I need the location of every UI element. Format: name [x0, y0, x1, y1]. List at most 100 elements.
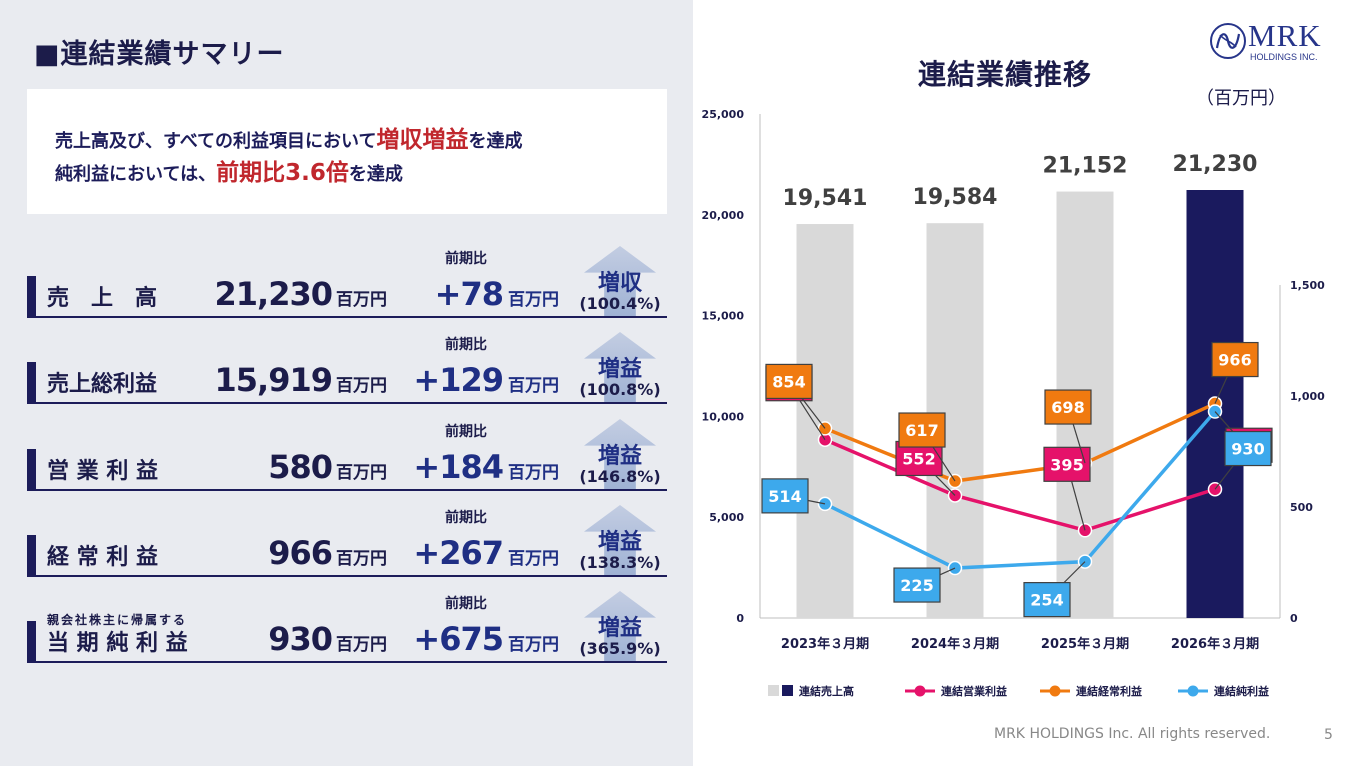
- category-label: 2025年３月期: [1041, 636, 1129, 652]
- highlight-text: を達成: [348, 164, 403, 185]
- data-label: 225: [900, 576, 933, 595]
- yoy-diff: +675: [413, 620, 504, 658]
- metric-label: 売 上 高: [47, 286, 158, 311]
- bar-value-label: 19,584: [913, 185, 998, 210]
- data-label: 514: [768, 487, 801, 506]
- badge-word: 増益: [597, 616, 642, 641]
- right-tick-label: 500: [1290, 501, 1313, 514]
- metric-unit: 百万円: [336, 549, 387, 569]
- left-tick-label: 20,000: [702, 209, 745, 222]
- yoy-diff-unit: 百万円: [508, 463, 559, 483]
- bar-value-label: 19,541: [783, 186, 868, 211]
- data-label: 552: [902, 449, 935, 468]
- data-label: 617: [905, 421, 938, 440]
- up-arrow-badge: 増益 (146.8%): [579, 419, 661, 489]
- yoy-diff-unit: 百万円: [508, 549, 559, 569]
- left-tick-label: 0: [736, 612, 744, 625]
- yoy-diff-unit: 百万円: [508, 376, 559, 396]
- yoy-label: 前期比: [445, 337, 487, 353]
- legend-label: 連結経常利益: [1076, 684, 1142, 698]
- yoy-label: 前期比: [445, 596, 487, 612]
- logo-subtext: HOLDINGS INC.: [1250, 52, 1318, 62]
- row-divider: [27, 661, 667, 663]
- category-label: 2023年３月期: [781, 636, 869, 652]
- legend-marker: [1187, 685, 1199, 697]
- badge-word: 増収: [597, 271, 642, 296]
- category-label: 2026年３月期: [1171, 636, 1259, 652]
- data-label: 698: [1051, 398, 1084, 417]
- footer-copyright: MRK HOLDINGS Inc. All rights reserved.: [994, 726, 1271, 742]
- legend-swatch-bar: [768, 685, 779, 696]
- legend-label: 連結営業利益: [941, 684, 1007, 698]
- line-series-1: [824, 438, 1216, 533]
- badge-percent: (100.8%): [579, 380, 661, 399]
- callout-box: [893, 567, 941, 603]
- legend-swatch-bar: [782, 685, 793, 696]
- metric-row-ordinary-profit: 経 常 利 益 966 百万円 前期比 +267 百万円 増益 (138.3%): [27, 492, 667, 578]
- up-arrow-badge: 増収 (100.4%): [579, 246, 661, 316]
- row-divider: [27, 316, 667, 318]
- badge-word: 増益: [597, 357, 642, 382]
- metric-label: 当 期 純 利 益: [47, 631, 188, 656]
- yoy-label: 前期比: [445, 424, 487, 440]
- metric-label: 営 業 利 益: [47, 459, 158, 484]
- logo-mark-icon: [1210, 23, 1246, 59]
- row-divider: [27, 402, 667, 404]
- metric-value: 15,919: [214, 361, 333, 399]
- left-tick-label: 10,000: [702, 410, 745, 423]
- bar-value-label: 21,230: [1173, 152, 1258, 177]
- data-label: 930: [1231, 440, 1264, 459]
- right-tick-label: 1,000: [1290, 390, 1325, 403]
- up-arrow-badge: 増益 (365.9%): [579, 591, 661, 661]
- row-marker: [27, 449, 36, 489]
- performance-chart: 0 5,000 10,000 15,000 20,000 25,000 0 500 1,000 1…: [702, 108, 1326, 698]
- left-tick-label: 5,000: [709, 511, 744, 524]
- line-series-3: [824, 410, 1217, 570]
- row-divider: [27, 575, 667, 577]
- yoy-diff: +184: [413, 448, 504, 486]
- yoy-diff: +129: [413, 361, 504, 399]
- callout-box: [1224, 430, 1272, 467]
- yoy-diff: +267: [413, 534, 504, 572]
- right-tick-label: 0: [1290, 612, 1298, 625]
- highlight-line-1: 売上高及び、すべての利益項目において増収増益を達成: [55, 120, 522, 154]
- highlight-emphasis: 増収増益: [376, 127, 469, 153]
- metric-row-operating-profit: 営 業 利 益 580 百万円 前期比 +184 百万円 増益 (146.8%): [27, 406, 667, 492]
- up-arrow-badge: 増益 (100.8%): [579, 332, 661, 402]
- line-series-2: [824, 401, 1216, 483]
- metric-unit: 百万円: [336, 635, 387, 655]
- callout-box: [761, 478, 809, 514]
- highlight-emphasis: 前期比3.6倍: [216, 160, 349, 186]
- metric-row-sales: 売 上 高 21,230 百万円 前期比 +78 百万円 増収 (100.4%): [27, 233, 667, 319]
- metric-value: 966: [268, 534, 333, 572]
- chart-title: 連結業績推移: [917, 58, 1092, 91]
- row-divider: [27, 489, 667, 491]
- callout-box: [1023, 582, 1071, 618]
- metric-value: 930: [268, 620, 333, 658]
- chart-unit: （百万円）: [1196, 88, 1286, 109]
- right-tick-label: 1,500: [1290, 279, 1325, 292]
- summary-panel: ■連結業績サマリー 売上高及び、すべての利益項目において増収増益を達成 純利益に…: [0, 0, 693, 766]
- highlight-text: を達成: [468, 131, 523, 152]
- metric-row-gross-profit: 売上総利益 15,919 百万円 前期比 +129 百万円 増益 (100.8%…: [27, 319, 667, 405]
- data-label: 854: [772, 372, 805, 391]
- highlight-line-2: 純利益においては、前期比3.6倍を達成: [55, 153, 403, 187]
- callout-box: [1044, 389, 1092, 425]
- badge-word: 増益: [597, 444, 642, 469]
- highlight-text: 売上高及び、すべての利益項目において: [55, 131, 377, 152]
- data-label: 254: [1030, 591, 1063, 610]
- bar-sales: [796, 224, 854, 618]
- company-logo: MRK HOLDINGS INC.: [1208, 18, 1338, 68]
- metric-row-net-income: 親会社株主に帰属する 当 期 純 利 益 930 百万円 前期比 +675 百万…: [27, 578, 667, 664]
- left-tick-label: 15,000: [702, 310, 745, 323]
- row-marker: [27, 621, 36, 661]
- badge-percent: (365.9%): [579, 639, 661, 658]
- data-label: 395: [1050, 455, 1083, 474]
- row-marker: [27, 276, 36, 316]
- highlight-text: 純利益においては、: [55, 164, 217, 185]
- legend-label: 連結純利益: [1214, 684, 1269, 698]
- metric-value: 21,230: [214, 275, 333, 313]
- yoy-label: 前期比: [445, 251, 487, 267]
- yoy-label: 前期比: [445, 510, 487, 526]
- callout-box: [898, 412, 946, 448]
